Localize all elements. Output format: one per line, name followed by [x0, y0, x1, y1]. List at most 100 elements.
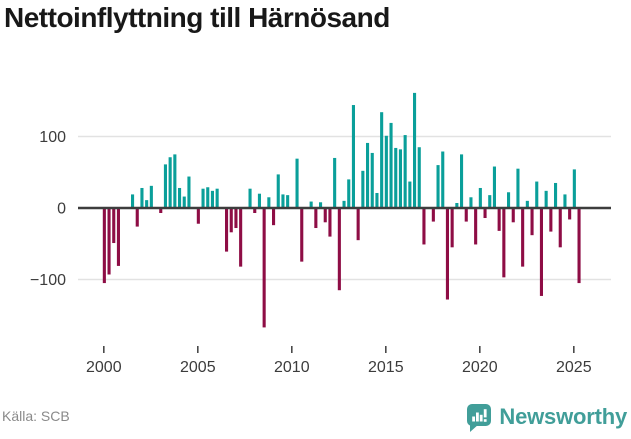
bar [502, 208, 506, 278]
bar [460, 154, 464, 209]
bar [215, 188, 219, 208]
y-tick-label: 0 [57, 201, 66, 218]
bar [272, 208, 276, 226]
y-tick-label: 100 [39, 129, 66, 146]
bar [314, 208, 318, 229]
bar [507, 192, 511, 208]
bar [394, 147, 398, 208]
bar [445, 208, 449, 300]
bar [168, 157, 172, 209]
bar [295, 158, 299, 208]
bar [262, 208, 266, 328]
bar [408, 181, 412, 208]
bar [389, 122, 393, 208]
bar [159, 208, 163, 213]
bar [135, 208, 139, 227]
bar [225, 208, 229, 252]
bar [544, 190, 548, 208]
bar [530, 208, 534, 236]
bar [413, 92, 417, 208]
bar [248, 188, 252, 208]
bar [403, 135, 407, 208]
bar [337, 208, 341, 291]
bar-chart: 100 0 −100 2000 2005 2010 2015 2020 2025 [30, 92, 611, 376]
bar [464, 208, 468, 222]
bar [441, 151, 445, 208]
source-note: Källa: SCB [2, 408, 70, 424]
bar [366, 142, 370, 208]
bar [229, 208, 233, 233]
bar [234, 208, 238, 229]
bar [375, 192, 379, 208]
bar [572, 169, 576, 208]
bar [342, 200, 346, 208]
bar [483, 208, 487, 219]
bar [163, 164, 167, 208]
bar [492, 166, 496, 208]
x-tick-label: 2020 [462, 359, 498, 376]
x-tick-label: 2000 [86, 359, 122, 376]
newsworthy-wordmark: Newsworthy [499, 403, 627, 429]
bar [525, 200, 529, 208]
bar [549, 208, 553, 232]
bar [370, 152, 374, 208]
bar [422, 208, 426, 245]
bar [309, 201, 313, 208]
bar [102, 208, 106, 284]
bar [558, 208, 562, 248]
bar [417, 147, 421, 208]
bar [511, 208, 515, 223]
bar [140, 187, 144, 208]
bar [351, 105, 355, 208]
chart-canvas: 100 0 −100 2000 2005 2010 2015 2020 2025 [30, 92, 611, 376]
bar [380, 112, 384, 208]
bar [554, 182, 558, 208]
bar [196, 208, 200, 224]
bar [145, 200, 149, 208]
bar [210, 190, 214, 208]
bar [563, 194, 567, 208]
bar [323, 208, 327, 223]
bar [319, 202, 323, 208]
bar [253, 208, 257, 213]
chart-title: Nettoinflyttning till Härnösand [4, 2, 390, 33]
bar [182, 196, 186, 208]
bar [474, 208, 478, 245]
bar [239, 208, 243, 267]
bar [497, 208, 501, 231]
bar [206, 187, 210, 208]
bar [436, 165, 440, 208]
bar [539, 208, 543, 296]
bar [286, 195, 290, 208]
x-tick-label: 2005 [180, 359, 216, 376]
bar [112, 208, 116, 244]
bar [281, 194, 285, 208]
newsworthy-logo-icon [467, 404, 492, 432]
bar [178, 187, 182, 208]
bar [356, 208, 360, 241]
bar [450, 208, 454, 248]
x-tick-label: 2015 [368, 359, 404, 376]
bar [187, 176, 191, 208]
bar [267, 197, 271, 208]
bar [173, 154, 177, 209]
bar [300, 208, 304, 262]
bar [328, 208, 332, 237]
bar [488, 195, 492, 208]
bar [398, 149, 402, 208]
bar [131, 194, 135, 208]
bar [149, 185, 153, 208]
bar [431, 208, 435, 222]
bar [347, 179, 351, 208]
newsworthy-branding: Newsworthy [466, 400, 627, 433]
bar [361, 170, 365, 208]
y-tick-label: −100 [30, 272, 66, 289]
bar [201, 188, 205, 208]
bar [384, 135, 388, 208]
bar [455, 203, 459, 208]
bar [257, 193, 261, 208]
x-tick-label: 2010 [274, 359, 310, 376]
bar [521, 208, 525, 267]
bar [107, 208, 111, 275]
